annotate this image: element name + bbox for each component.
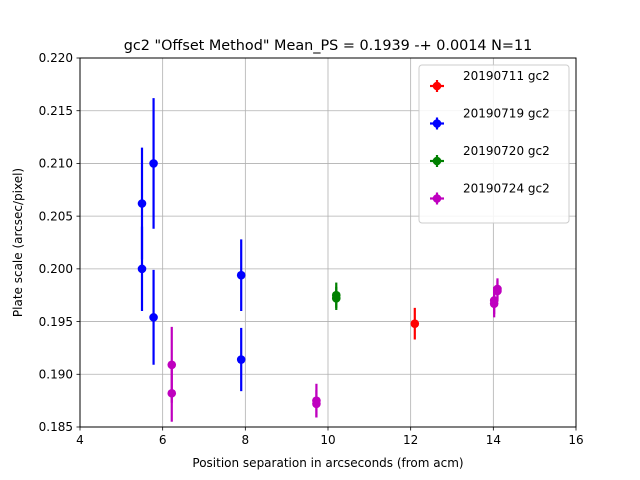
legend-item: 20190720 gc2 xyxy=(430,144,550,167)
data-point xyxy=(149,313,158,322)
x-tick-label: 10 xyxy=(320,433,335,447)
legend-item: 20190724 gc2 xyxy=(430,182,550,205)
legend-item: 20190719 gc2 xyxy=(430,107,550,130)
x-tick-label: 14 xyxy=(486,433,501,447)
data-point xyxy=(493,286,502,296)
data-point xyxy=(167,388,177,398)
legend-item: 20190711 gc2 xyxy=(430,69,550,92)
legend-marker xyxy=(432,194,442,203)
legend-marker xyxy=(432,119,442,128)
axis-ticks: 4 6 8 10 12 14 16 0.185 0.190 0.195 0.200 0.205 0.21… xyxy=(39,51,584,447)
data-point xyxy=(489,299,499,308)
y-tick-label: 0.215 xyxy=(39,104,73,118)
legend-label: 20190724 gc2 xyxy=(463,182,550,196)
x-tick-label: 6 xyxy=(159,433,167,447)
data-point xyxy=(236,355,246,364)
y-tick-label: 0.190 xyxy=(39,367,73,381)
series-20190719-gc2 xyxy=(137,98,246,392)
data-point xyxy=(331,294,341,303)
data-point xyxy=(137,264,147,274)
y-tick-label: 0.185 xyxy=(39,420,73,434)
y-tick-label: 0.205 xyxy=(39,209,73,223)
data-point xyxy=(137,199,147,208)
legend-label: 20190719 gc2 xyxy=(463,107,550,121)
x-tick-label: 8 xyxy=(242,433,250,447)
x-tick-label: 16 xyxy=(568,433,583,447)
x-axis-label: Position separation in arcseconds (from … xyxy=(192,456,463,470)
legend-label: 20190711 gc2 xyxy=(463,69,550,83)
y-tick-label: 0.220 xyxy=(39,51,73,65)
series-layer xyxy=(137,98,502,422)
series-20190724-gc2 xyxy=(167,278,502,422)
data-point xyxy=(149,159,158,168)
legend: 20190711 gc2 20190719 gc2 20190720 gc2 2019… xyxy=(418,64,570,224)
y-axis-label: Plate scale (arcsec/pixel) xyxy=(11,168,25,317)
legend-marker xyxy=(432,81,442,91)
x-tick-label: 4 xyxy=(76,433,84,447)
y-tick-label: 0.200 xyxy=(39,262,73,276)
data-point xyxy=(410,319,420,328)
data-point xyxy=(236,270,246,280)
series-20190711-gc2 xyxy=(410,307,420,340)
legend-label: 20190720 gc2 xyxy=(463,144,550,158)
data-point xyxy=(312,399,321,409)
y-tick-label: 0.195 xyxy=(39,315,73,329)
legend-marker xyxy=(432,156,442,166)
series-20190720-gc2 xyxy=(331,282,341,310)
legend-box xyxy=(418,64,570,224)
y-tick-label: 0.210 xyxy=(39,157,73,171)
chart-title: gc2 "Offset Method" Mean_PS = 0.1939 -+ … xyxy=(124,38,533,54)
x-tick-label: 12 xyxy=(403,433,418,447)
